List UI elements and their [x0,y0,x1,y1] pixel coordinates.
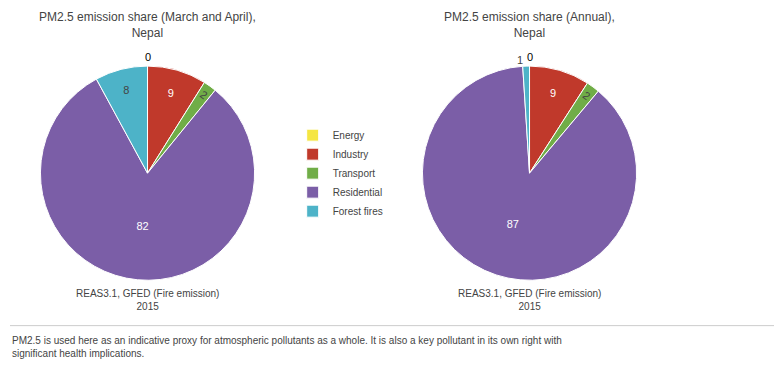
svg-text:REAS3.1, GFED (Fire emission)2: REAS3.1, GFED (Fire emission)2015 [458,288,601,312]
svg-text:9: 9 [550,87,556,99]
svg-text:82: 82 [136,220,148,232]
svg-text:Forest fires: Forest fires [333,206,383,217]
svg-text:PM2.5 is used here as an indic: PM2.5 is used here as an indicative prox… [12,335,562,359]
svg-text:0: 0 [145,51,151,63]
svg-text:PM2.5 emission share (March an: PM2.5 emission share (March and April),N… [39,10,256,40]
svg-text:1: 1 [517,54,523,66]
svg-text:2: 2 [580,89,593,103]
svg-text:Industry: Industry [333,149,369,160]
svg-text:9: 9 [168,87,174,99]
svg-text:87: 87 [507,218,519,230]
svg-text:REAS3.1, GFED (Fire emission)2: REAS3.1, GFED (Fire emission)2015 [76,288,219,312]
svg-text:Energy: Energy [333,130,365,141]
svg-text:8: 8 [123,84,129,96]
svg-text:0: 0 [527,51,533,63]
svg-text:PM2.5 emission share (Annual),: PM2.5 emission share (Annual),Nepal [444,10,615,40]
svg-text:2: 2 [197,88,210,102]
svg-text:Residential: Residential [333,187,382,198]
svg-text:Transport: Transport [333,168,376,179]
